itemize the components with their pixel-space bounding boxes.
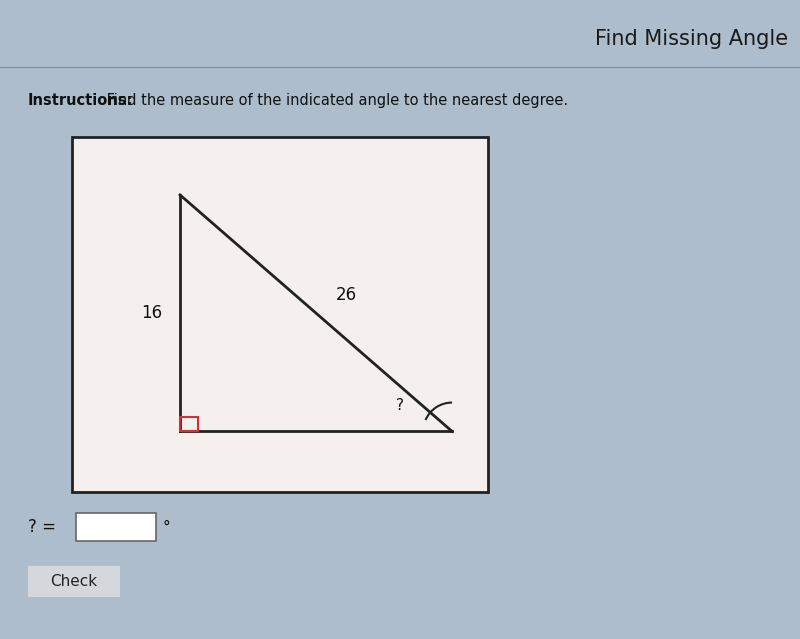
Text: 26: 26 — [336, 286, 357, 304]
Text: Check: Check — [50, 574, 98, 589]
Text: ?: ? — [396, 399, 404, 413]
Text: °: ° — [162, 520, 170, 535]
Bar — [76, 513, 156, 541]
Bar — [180, 417, 198, 431]
Text: ? =: ? = — [28, 518, 56, 536]
Text: 16: 16 — [142, 304, 162, 322]
Text: Find Missing Angle: Find Missing Angle — [595, 29, 788, 49]
Bar — [28, 566, 120, 597]
Text: Find the measure of the indicated angle to the nearest degree.: Find the measure of the indicated angle … — [102, 93, 568, 107]
Text: Instructions:: Instructions: — [28, 93, 134, 107]
Bar — [72, 137, 488, 492]
